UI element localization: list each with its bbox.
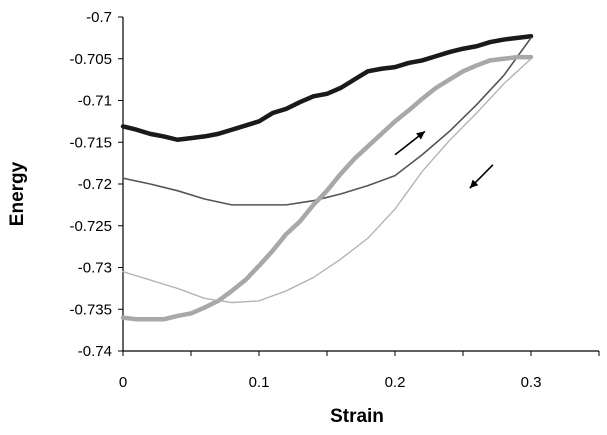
y-tick-label: -0.725: [69, 218, 112, 235]
x-tick-label: 0.3: [521, 374, 542, 391]
y-tick-label: -0.74: [78, 343, 112, 360]
arrow-head: [416, 131, 425, 140]
y-tick-label: -0.7: [86, 9, 112, 26]
y-tick-label: -0.72: [78, 176, 112, 193]
x-tick-label: 0.2: [385, 374, 406, 391]
y-tick-label: -0.715: [69, 134, 112, 151]
x-tick-label: 0.1: [249, 374, 270, 391]
series-dark-thick-line: [120, 33, 534, 142]
series-light-thick-line: [120, 54, 534, 322]
axes: [122, 17, 599, 352]
arrow-up-right: [394, 130, 426, 156]
arrow-head: [469, 179, 479, 189]
series-dark-thin-line: [122, 37, 532, 206]
tick-labels: -0.7 -0.705 -0.71 -0.715 -0.72 -0.725 -0.73 -0.…: [69, 9, 541, 391]
x-axis-title: Strain: [330, 406, 384, 427]
y-tick-label: -0.71: [78, 93, 112, 110]
y-axis-title: Energy: [7, 161, 28, 226]
x-tick-label: 0: [119, 374, 127, 391]
y-tick-label: -0.73: [78, 260, 112, 277]
arrow-down-left: [469, 164, 494, 189]
tick-marks: [118, 16, 600, 356]
y-tick-label: -0.705: [69, 51, 112, 68]
annotations: [394, 130, 494, 189]
y-tick-label: -0.735: [69, 301, 112, 318]
series-lines: [120, 33, 534, 322]
series-light-thin-line: [122, 58, 532, 304]
